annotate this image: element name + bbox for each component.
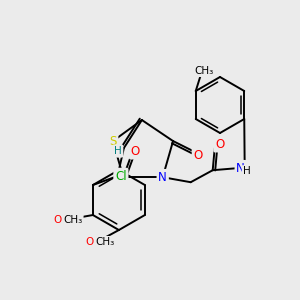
Text: O: O bbox=[54, 215, 62, 225]
Text: O: O bbox=[85, 237, 94, 247]
Text: Cl: Cl bbox=[115, 169, 127, 182]
Text: CH₃: CH₃ bbox=[95, 237, 115, 247]
Text: CH₃: CH₃ bbox=[194, 66, 213, 76]
Text: O: O bbox=[194, 148, 203, 162]
Text: S: S bbox=[109, 135, 117, 148]
Text: N: N bbox=[236, 162, 245, 175]
Text: N: N bbox=[158, 171, 167, 184]
Text: O: O bbox=[215, 138, 224, 151]
Text: H: H bbox=[114, 146, 122, 156]
Text: O: O bbox=[131, 145, 140, 158]
Text: CH₃: CH₃ bbox=[63, 215, 82, 225]
Text: H: H bbox=[243, 166, 250, 176]
